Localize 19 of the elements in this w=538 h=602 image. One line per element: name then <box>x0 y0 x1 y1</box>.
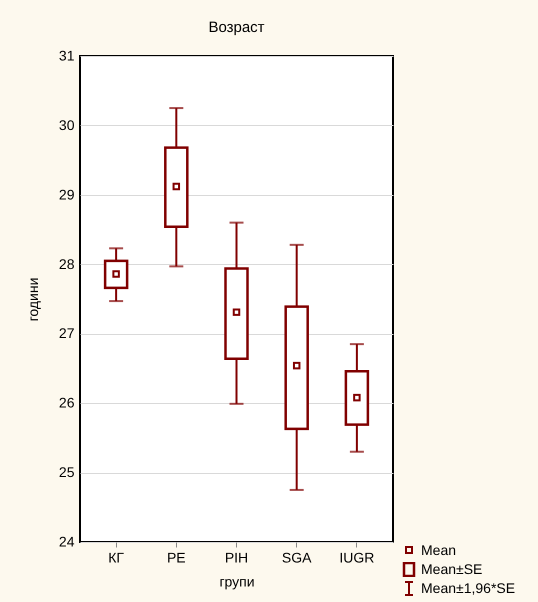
text: Mean±1,96*SE <box>421 579 516 598</box>
x-tick-label: КГ <box>108 550 124 566</box>
x-axis-title: групи <box>219 574 255 590</box>
y-tick-label: 30 <box>58 116 75 133</box>
text: Mean <box>421 541 456 560</box>
chart-title: Возраст <box>208 19 265 36</box>
y-tick-label: 31 <box>58 48 75 64</box>
x-tick-label: IUGR <box>339 550 374 566</box>
y-tick-label: 25 <box>58 464 75 480</box>
y-tick-label: 27 <box>58 325 75 342</box>
y-axis-title: години <box>24 278 41 322</box>
x-tick-label: PE <box>166 550 186 566</box>
x-tick-label: PIH <box>224 550 248 566</box>
text: Mean±SE <box>421 560 482 579</box>
y-tick-label: 26 <box>58 394 75 411</box>
y-tick-label: 28 <box>58 256 75 272</box>
x-tick-label: SGA <box>282 550 312 566</box>
y-tick-label: 24 <box>58 534 75 550</box>
y-tick-label: 29 <box>58 186 75 202</box>
